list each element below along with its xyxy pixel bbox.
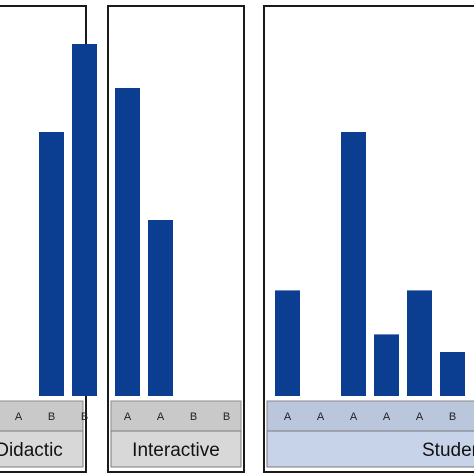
bar: [72, 44, 97, 396]
panel-0: A B B Didactic: [0, 5, 97, 473]
panel-name: Interactive: [132, 440, 220, 461]
bar: [39, 132, 64, 396]
bar: [115, 88, 140, 396]
tick-label: B: [48, 411, 55, 423]
panel-name-box: [266, 430, 474, 468]
bar: [275, 290, 300, 396]
tick-label: A: [284, 411, 292, 423]
tick-label: A: [15, 411, 23, 423]
tick-strip: [0, 400, 84, 432]
tick-label: B: [449, 411, 456, 423]
tick-label: B: [81, 411, 88, 423]
tick-label: A: [124, 411, 132, 423]
tick-label: A: [383, 411, 391, 423]
tick-label: A: [350, 411, 358, 423]
tick-label: A: [317, 411, 325, 423]
tick-label: A: [157, 411, 165, 423]
panel-name: Didactic: [0, 440, 63, 461]
panel-name: Student-Centered: [422, 440, 474, 461]
bar: [440, 352, 465, 396]
panel-name-box: [110, 430, 242, 468]
bar: [148, 220, 173, 396]
tick-label: B: [223, 411, 230, 423]
panel-name-box: [0, 430, 84, 468]
panel-1: A A B B Interactive: [107, 5, 245, 473]
tick-label: A: [416, 411, 424, 423]
tick-label: B: [190, 411, 197, 423]
bar: [374, 334, 399, 396]
bar: [341, 132, 366, 396]
tick-strip: [266, 400, 474, 432]
bar: [407, 290, 432, 396]
panel-2: A A A A A B Student-Centered: [263, 5, 474, 473]
